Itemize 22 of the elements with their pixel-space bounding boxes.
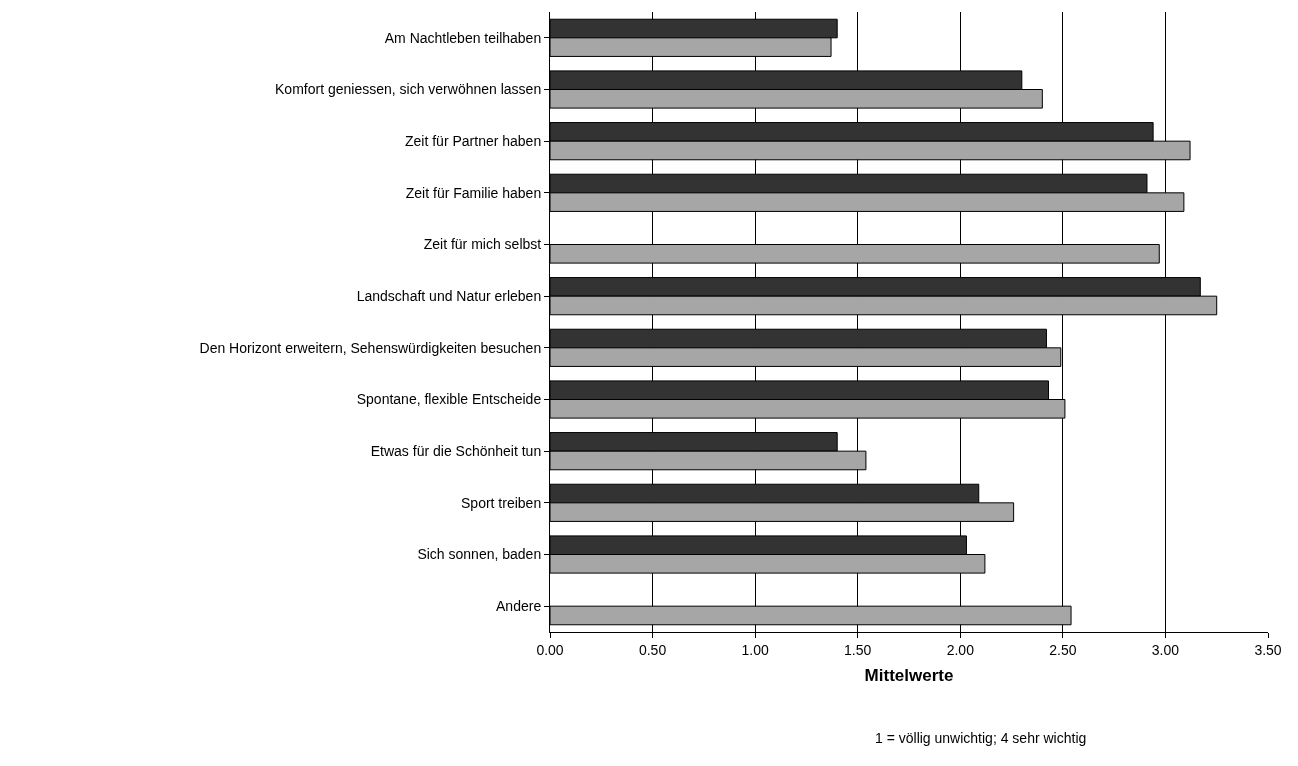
y-tick-label: Sich sonnen, baden — [417, 546, 542, 563]
x-tick-label: 0.00 — [536, 641, 564, 658]
x-tick-label: 3.00 — [1151, 641, 1180, 658]
x-tick-label: 2.00 — [946, 641, 975, 658]
y-tick-label: Zeit für Familie haben — [405, 184, 542, 201]
x-tick-label: 2.50 — [1049, 641, 1077, 658]
y-tick-label: Spontane, flexible Entscheide — [356, 391, 542, 408]
y-tick-label: Sport treiben — [461, 494, 542, 511]
y-tick-label: Landschaft und Natur erleben — [356, 288, 542, 305]
y-tick-label: Zeit für Partner haben — [405, 133, 542, 150]
x-tick-label: 1.50 — [844, 641, 872, 658]
y-tick-label: Am Nachtleben teilhaben — [384, 29, 542, 46]
x-axis-title: Mittelwerte — [864, 666, 954, 686]
y-tick-label: Etwas für die Schönheit tun — [370, 443, 542, 460]
x-tick-label: 3.50 — [1254, 641, 1282, 658]
y-tick-label: Den Horizont erweitern, Sehenswürdigkeiten besuchen — [199, 339, 542, 356]
y-tick-label: Zeit für mich selbst — [423, 236, 542, 253]
text: 1 = völlig unwichtig; 4 sehr wichtig — [875, 730, 1087, 746]
x-tick-label: 0.50 — [638, 641, 667, 658]
x-tick-label: 1.00 — [741, 641, 769, 658]
y-tick-label: Komfort geniessen, sich verwöhnen lassen — [275, 81, 542, 98]
y-tick-label: Andere — [496, 598, 542, 615]
